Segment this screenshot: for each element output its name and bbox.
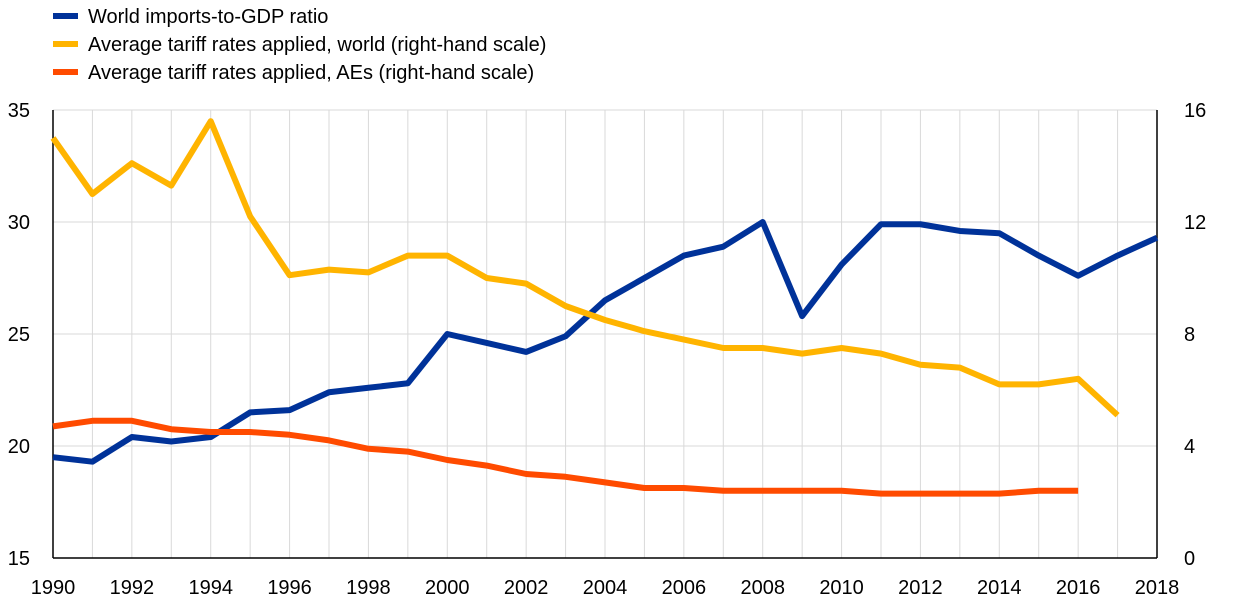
y-left-tick-label-30: 30	[8, 212, 30, 234]
legend-label-1: Average tariff rates applied, world (rig…	[88, 34, 546, 56]
x-tick-label-2014: 2014	[977, 577, 1022, 599]
x-tick-label-2018: 2018	[1135, 577, 1180, 599]
x-tick-label-2008: 2008	[740, 577, 785, 599]
x-tick-label-2002: 2002	[504, 577, 549, 599]
x-tick-label-2012: 2012	[898, 577, 943, 599]
x-tick-label-2016: 2016	[1056, 577, 1101, 599]
x-tick-label-1994: 1994	[188, 577, 233, 599]
series-lines	[50, 118, 1159, 497]
y-left-tick-label-20: 20	[8, 436, 30, 458]
y-left-tick-label-35: 35	[8, 100, 30, 122]
legend-label-0: World imports-to-GDP ratio	[88, 6, 328, 28]
series-line-0	[52, 219, 1159, 465]
x-tick-label-2010: 2010	[819, 577, 864, 599]
x-tick-label-1996: 1996	[267, 577, 312, 599]
y-right-tick-label-0: 0	[1184, 548, 1195, 570]
y-right-tick-label-8: 8	[1184, 324, 1195, 346]
legend-label-2: Average tariff rates applied, AEs (right…	[88, 62, 534, 84]
x-tick-label-2006: 2006	[662, 577, 707, 599]
axes	[52, 110, 1158, 559]
series-line-2	[52, 417, 1079, 497]
series-line-1	[50, 118, 1120, 418]
x-tick-label-2000: 2000	[425, 577, 470, 599]
y-right-tick-label-4: 4	[1184, 436, 1195, 458]
tick-labels: 1990 1992 1994 1996 1998 2000 2002 2004 2006 2008…	[8, 100, 1207, 599]
y-left-tick-label-25: 25	[8, 324, 30, 346]
x-tick-label-2004: 2004	[583, 577, 628, 599]
y-right-tick-label-16: 16	[1184, 100, 1206, 122]
x-tick-label-1998: 1998	[346, 577, 391, 599]
y-right-tick-label-12: 12	[1184, 212, 1206, 234]
x-tick-label-1990: 1990	[31, 577, 76, 599]
y-left-tick-label-15: 15	[8, 548, 30, 570]
x-tick-label-1992: 1992	[110, 577, 155, 599]
legend: World imports-to-GDP ratio Average tariff…	[53, 6, 546, 84]
